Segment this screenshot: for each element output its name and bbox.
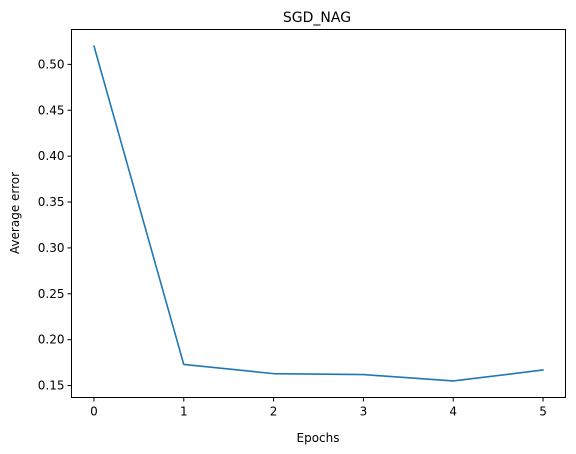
- y-tick-label: 0.45: [38, 103, 65, 117]
- y-tick-label: 0.50: [38, 57, 65, 71]
- x-tick-label: 1: [180, 405, 188, 419]
- y-axis-label: Average error: [8, 172, 22, 254]
- x-tick-label: 2: [270, 405, 278, 419]
- y-tick-label: 0.25: [38, 287, 65, 301]
- plot-area: [71, 29, 566, 398]
- x-axis-ticks: 0 1 2 3 4 5: [90, 397, 547, 419]
- x-axis-label: Epochs: [297, 431, 340, 445]
- y-tick-label: 0.40: [38, 149, 65, 163]
- y-tick-label: 0.30: [38, 241, 65, 255]
- chart-title: SGD_NAG: [283, 10, 351, 26]
- series-layer: [93, 45, 544, 382]
- series-line-0: [93, 45, 544, 382]
- plot-frame: [71, 29, 566, 398]
- y-axis-ticks: 0.15 0.20 0.25 0.30 0.35 0.40 0.45 0.50: [38, 57, 72, 393]
- x-tick-label: 0: [90, 405, 98, 419]
- x-tick-label: 5: [539, 405, 547, 419]
- y-tick-label: 0.15: [38, 379, 65, 393]
- x-tick-label: 4: [449, 405, 457, 419]
- x-tick-label: 3: [360, 405, 368, 419]
- y-tick-label: 0.35: [38, 195, 65, 209]
- y-tick-label: 0.20: [38, 333, 65, 347]
